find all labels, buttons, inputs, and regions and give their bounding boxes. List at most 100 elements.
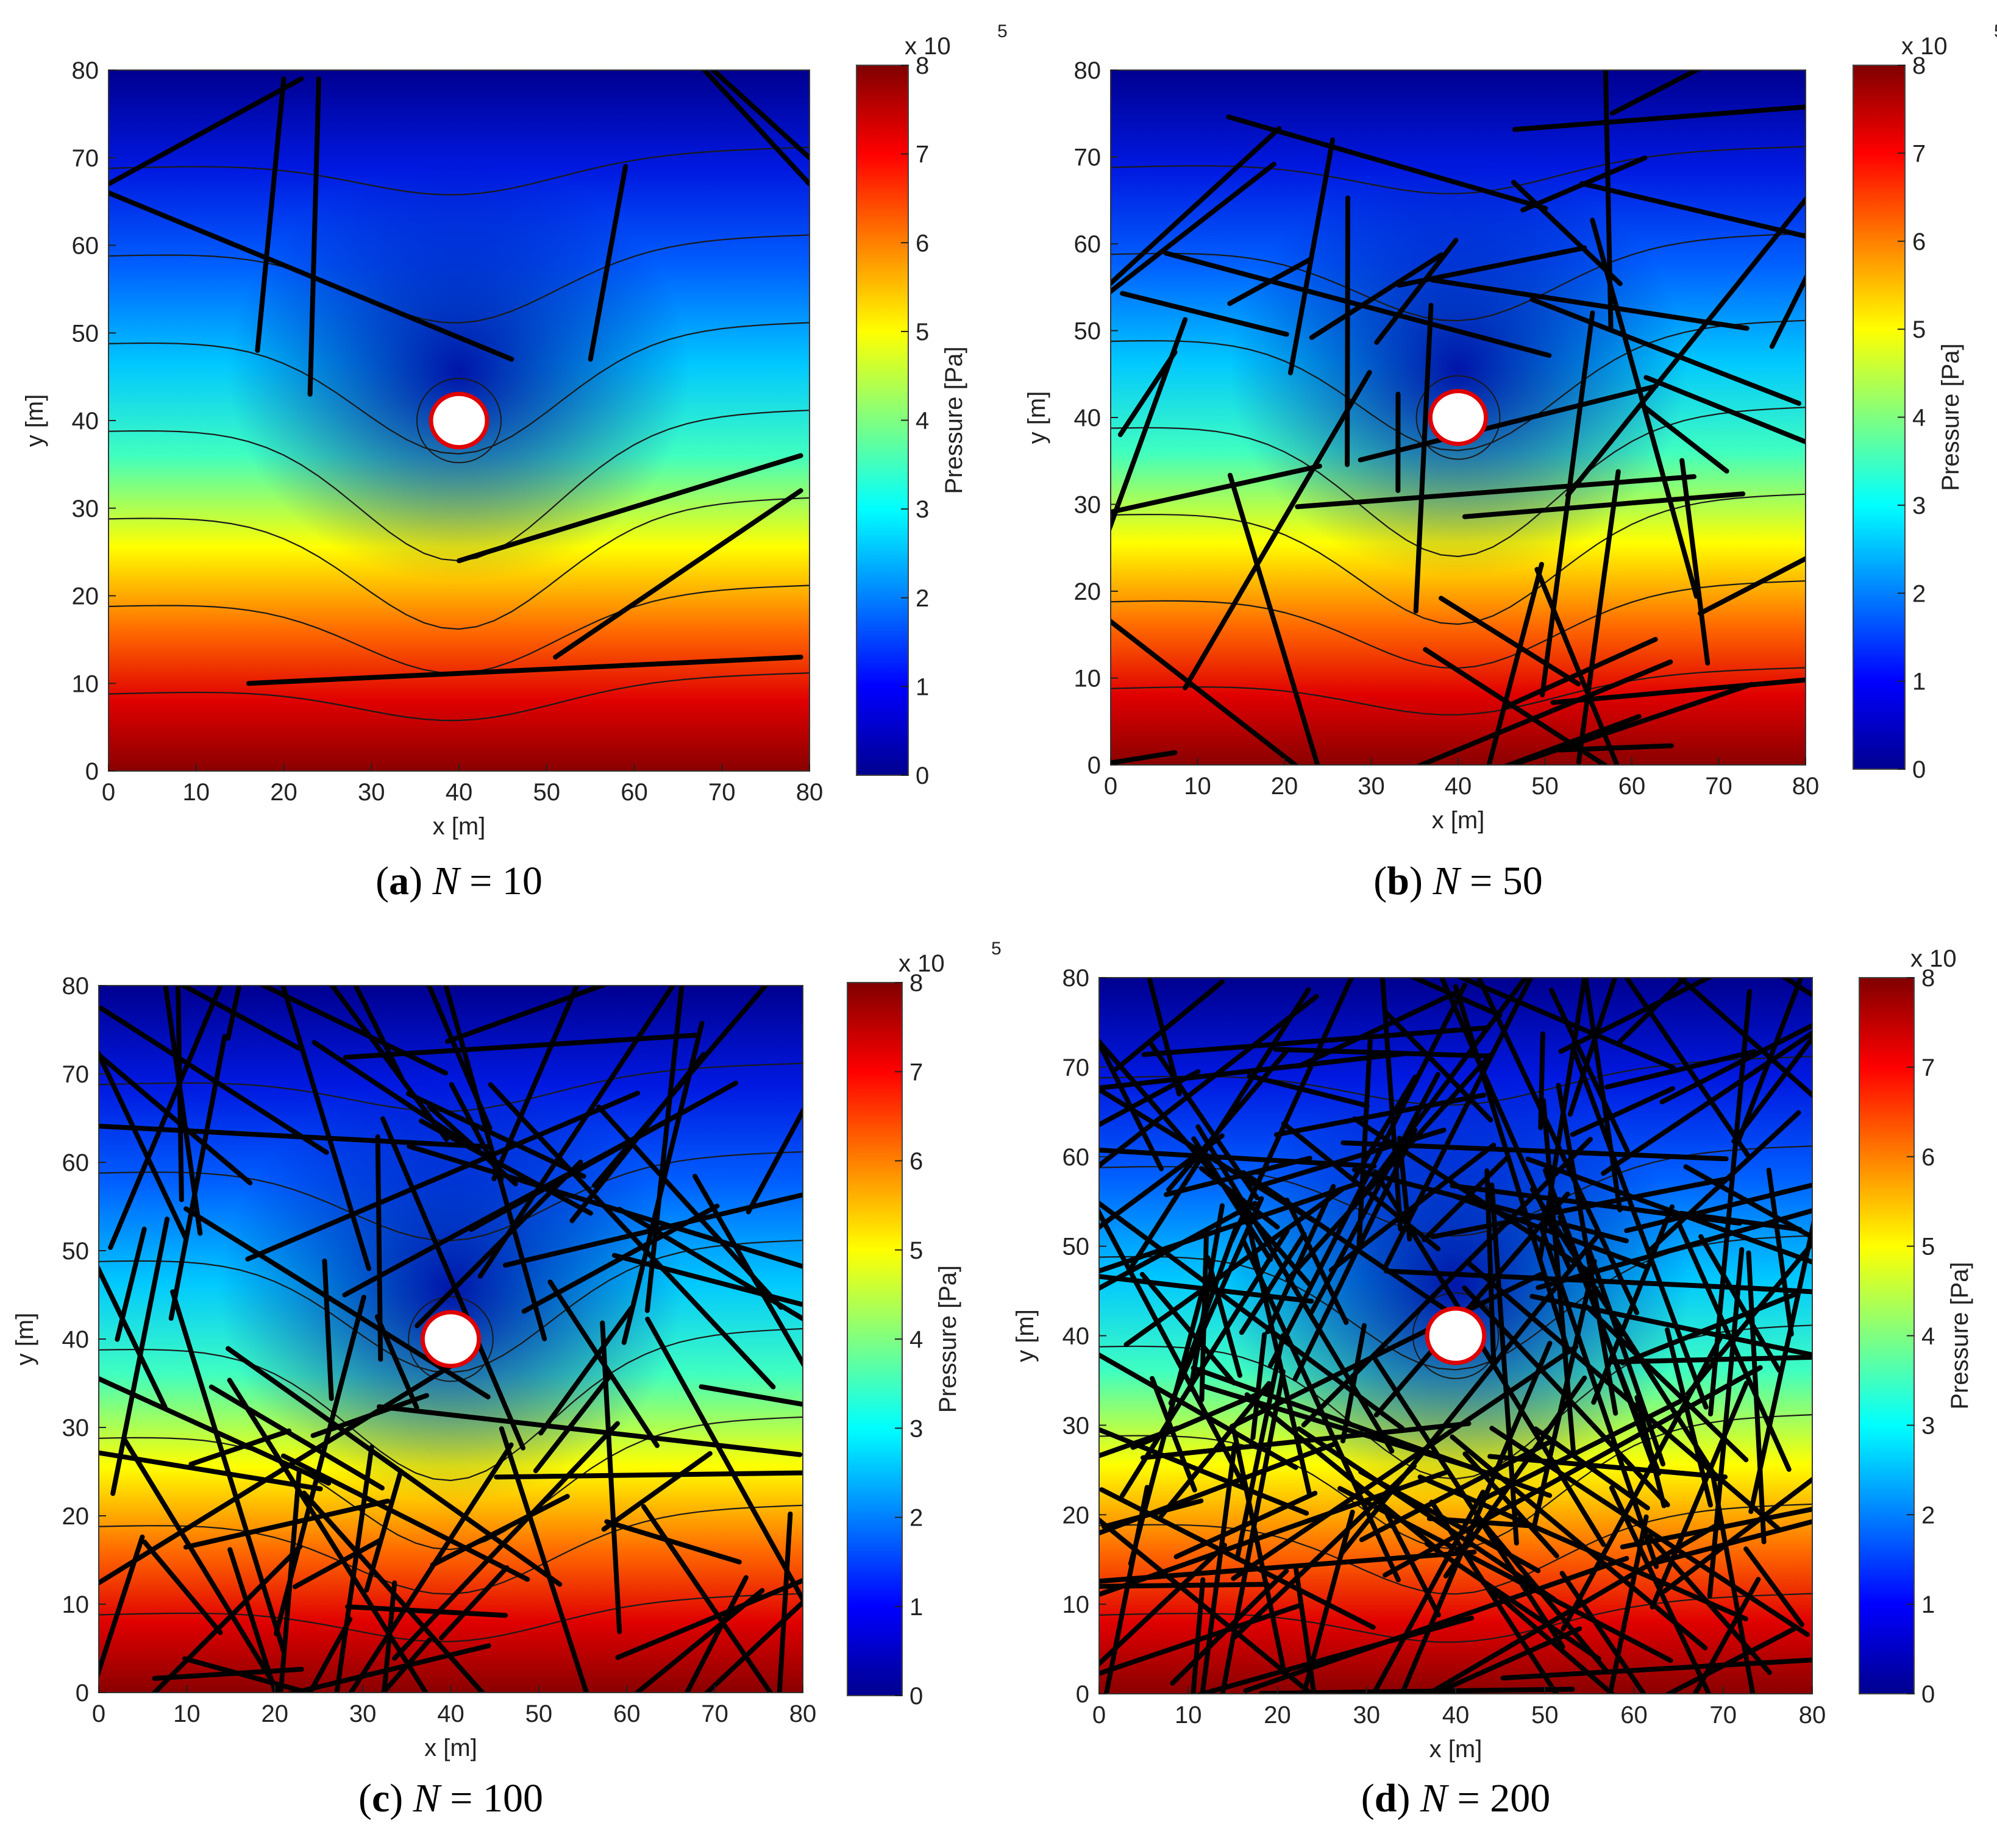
fracture-line — [1337, 1486, 1673, 1663]
fracture-line — [1309, 1071, 1440, 1315]
fracture-line — [449, 1082, 504, 1182]
fracture-line — [1182, 370, 1372, 691]
fracture-line — [122, 1437, 282, 1693]
x-tick-label: 0 — [102, 779, 115, 806]
x-tick-label: 50 — [533, 779, 561, 806]
fracture-line — [1241, 1238, 1401, 1583]
well-drawdown-halo — [1228, 160, 1688, 578]
fracture-line — [553, 488, 803, 660]
fracture-line — [1707, 1247, 1745, 1599]
fracture-line — [1099, 1549, 1477, 1584]
fracture-line — [1743, 1546, 1804, 1627]
fracture-line — [645, 1317, 803, 1605]
fracture-line — [1558, 978, 1714, 1054]
fracture-line — [1384, 1510, 1441, 1618]
fracture-line — [1241, 1197, 1312, 1496]
fracture-line — [1383, 1268, 1780, 1292]
fracture-line — [1557, 1214, 1662, 1476]
fracture-line — [380, 1638, 432, 1693]
colorbar-tick-label: 3 — [910, 1415, 923, 1442]
fracture-line — [1486, 561, 1544, 765]
fracture-line — [1529, 1293, 1812, 1357]
x-tick-label: 30 — [1353, 1702, 1381, 1729]
fracture-line — [477, 986, 676, 1279]
fracture-line — [1686, 1240, 1812, 1396]
fracture-line — [1489, 1426, 1810, 1637]
y-tick-label: 80 — [1063, 965, 1090, 992]
x-tick-label: 0 — [1092, 1702, 1106, 1729]
fracture-line — [1540, 310, 1595, 698]
colorbar — [856, 65, 909, 776]
fracture-line — [1439, 978, 1572, 1270]
colorbar-tick-label: 0 — [1921, 1681, 1935, 1708]
colorbar-tick-label: 7 — [916, 141, 929, 168]
fracture-line — [1297, 989, 1461, 1069]
colorbar-tick-label: 2 — [916, 585, 929, 612]
colorbar-label: Pressure [Pa] — [934, 1265, 961, 1413]
colorbar-label: Pressure [Pa] — [941, 346, 967, 494]
colorbar-label: Pressure [Pa] — [1946, 1262, 1973, 1409]
fracture-line — [1111, 618, 1300, 765]
fracture-line — [641, 1504, 774, 1693]
x-tick-label: 60 — [1618, 773, 1646, 800]
colorbar-tick-label: 8 — [916, 52, 929, 79]
fracture-line — [1601, 1030, 1812, 1176]
fracture-line — [1168, 1196, 1264, 1406]
fracture-line — [710, 70, 810, 160]
colorbar-tick-label: 2 — [1912, 580, 1926, 607]
fracture-line — [99, 1362, 457, 1586]
fracture-line — [468, 1081, 739, 1232]
fracture-line — [1099, 1543, 1227, 1668]
x-tick-label: 0 — [92, 1701, 105, 1727]
fracture-line — [1746, 1250, 1767, 1544]
x-tick-label: 10 — [183, 779, 210, 806]
fracture-line — [99, 1376, 332, 1486]
y-tick-label: 0 — [1087, 752, 1101, 779]
fracture-line — [1455, 978, 1676, 1070]
x-tick-label: 30 — [358, 779, 385, 806]
fracture-line — [183, 1498, 391, 1550]
fracture-line — [246, 655, 803, 686]
y-tick-label: 30 — [1074, 492, 1102, 519]
fracture-line — [1609, 1485, 1712, 1694]
colorbar-exponent: 5 — [997, 21, 1008, 41]
y-tick-label: 40 — [1063, 1323, 1090, 1350]
panel-caption: (d) N = 200 — [1361, 1776, 1550, 1821]
fracture-line — [1099, 993, 1319, 1169]
x-tick-label: 50 — [1531, 1702, 1559, 1729]
fracture-line — [1102, 1498, 1204, 1529]
colorbar-tick-label: 0 — [1912, 756, 1926, 783]
x-tick-label: 20 — [1271, 773, 1298, 800]
fracture-line — [1227, 257, 1312, 306]
y-tick-label: 70 — [1063, 1054, 1090, 1081]
contour-line — [1415, 375, 1501, 460]
x-tick-label: 10 — [173, 1701, 201, 1727]
contour-line — [109, 146, 810, 196]
fracture-line — [1293, 1565, 1317, 1694]
fracture-line — [168, 1034, 227, 1321]
fracture-line — [1540, 1098, 1576, 1452]
fracture-line — [1408, 978, 1503, 1018]
colorbar-tick-label: 5 — [910, 1237, 923, 1264]
contour-line — [99, 1593, 803, 1643]
fracture-line — [1194, 1615, 1475, 1694]
fracture-line — [1111, 750, 1178, 765]
fracture-line — [1450, 1434, 1708, 1651]
colorbar-tick-label: 4 — [910, 1326, 923, 1353]
colorbar-exponent-base: x 10 — [1910, 945, 1957, 972]
fracture-line — [99, 1264, 168, 1410]
fracture-line — [699, 1384, 803, 1407]
fracture-line — [334, 1445, 374, 1693]
caption-letter: d — [1375, 1776, 1397, 1821]
contour-line — [99, 1504, 803, 1595]
caption-letter: a — [389, 859, 409, 903]
fracture-line — [307, 1616, 353, 1693]
y-tick-label: 80 — [1074, 57, 1102, 84]
fracture-line — [188, 1428, 292, 1467]
fracture-line — [601, 1451, 713, 1532]
colorbar-exponent-base: x 10 — [905, 33, 951, 60]
fracture-line — [1766, 1167, 1794, 1337]
y-tick-label: 10 — [72, 670, 99, 697]
contour-line — [1099, 1145, 1812, 1237]
